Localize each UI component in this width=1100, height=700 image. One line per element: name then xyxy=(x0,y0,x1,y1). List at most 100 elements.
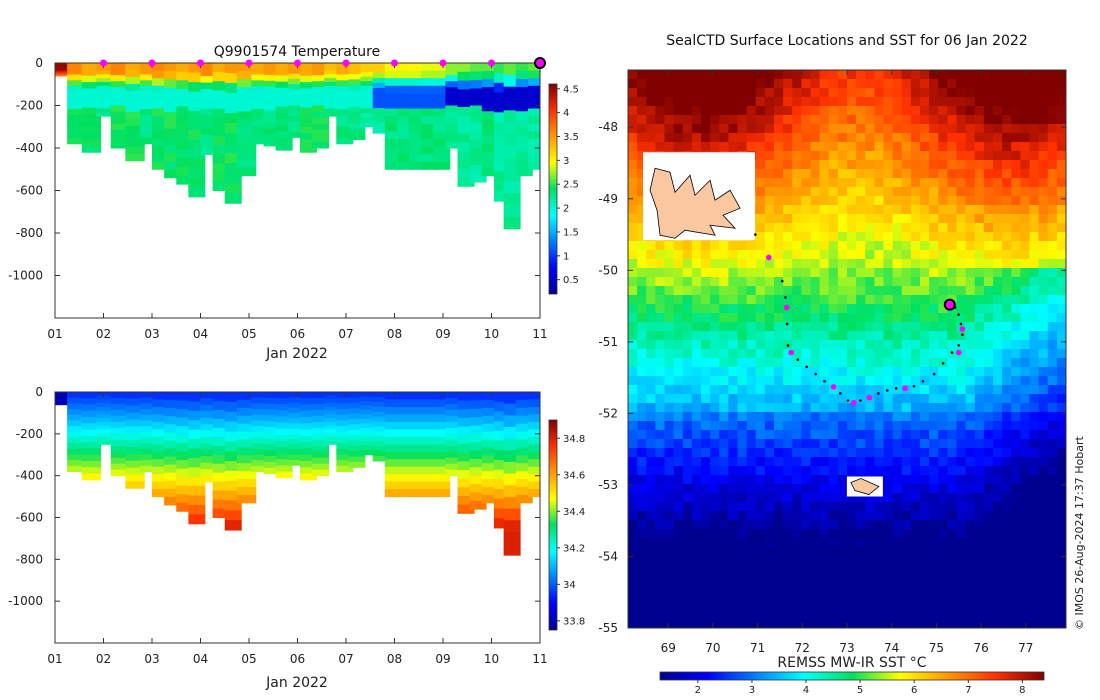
sst-cell xyxy=(764,169,775,179)
temperature-cell xyxy=(445,135,463,143)
sst-cell xyxy=(856,232,866,242)
sst-cell xyxy=(1020,70,1031,80)
sst-cell xyxy=(628,358,638,368)
sst-cell xyxy=(774,376,784,386)
sst-cell xyxy=(1011,151,1021,161)
sst-cell xyxy=(856,439,866,449)
sst-cell xyxy=(856,430,866,440)
temperature-cell xyxy=(176,123,194,133)
salinity-cell xyxy=(299,448,317,456)
temperature-cell xyxy=(348,117,366,124)
sst-cell xyxy=(755,340,766,350)
temperature-cell xyxy=(396,154,414,163)
sst-cell xyxy=(710,331,720,341)
salinity-cell xyxy=(299,410,317,418)
sst-cell xyxy=(764,223,775,233)
temperature-cell xyxy=(212,126,230,137)
sst-cell xyxy=(646,421,656,431)
sst-cell xyxy=(865,601,875,611)
salinity-cell xyxy=(396,421,414,430)
salinity-cell xyxy=(224,490,242,501)
salinity-cell xyxy=(481,479,499,488)
salinity-cell xyxy=(251,454,269,461)
temperature-cell xyxy=(515,63,533,72)
sst-cell xyxy=(910,430,921,440)
sst-cell xyxy=(746,511,757,521)
sst-cell xyxy=(938,88,948,98)
sst-cell xyxy=(637,106,647,116)
sst-cell xyxy=(892,520,903,530)
salinity-cell xyxy=(372,456,390,462)
temperature-cell xyxy=(251,91,269,99)
sst-cell xyxy=(901,160,912,170)
sst-cell xyxy=(965,151,976,161)
sst-cell xyxy=(847,214,857,224)
salinity-cell xyxy=(236,447,257,456)
sst-cell xyxy=(819,421,830,431)
sst-cell xyxy=(728,583,739,593)
sst-cell xyxy=(655,88,666,98)
sst-cell xyxy=(783,250,793,260)
sst-cell xyxy=(746,79,757,89)
temperature-cell xyxy=(457,151,475,161)
sst-cell xyxy=(637,205,647,215)
salinity-xlabel: Jan 2022 xyxy=(265,675,328,691)
sst-cell xyxy=(628,520,638,530)
temperature-cell xyxy=(299,69,317,77)
sst-cell xyxy=(646,403,656,413)
sst-cell xyxy=(783,493,793,503)
sst-cell xyxy=(856,97,866,107)
sst-cell xyxy=(755,385,766,395)
sst-cell xyxy=(637,151,647,161)
sst-cell xyxy=(783,412,793,422)
temperature-cell xyxy=(409,93,427,102)
sst-cell xyxy=(774,160,784,170)
temperature-cell xyxy=(224,153,242,164)
sst-cell xyxy=(956,124,967,134)
temperature-cell xyxy=(188,168,206,179)
salinity-cell xyxy=(515,463,533,472)
sst-cell xyxy=(892,124,903,134)
salinity-cell xyxy=(67,431,87,438)
temperature-cell xyxy=(312,69,330,76)
sst-cell xyxy=(1020,493,1031,503)
temperature-cell xyxy=(457,115,475,126)
sst-cell xyxy=(710,106,720,116)
sst-cell xyxy=(938,124,948,134)
salinity-cell xyxy=(110,392,131,399)
sst-cell xyxy=(655,241,666,251)
temperature-cell xyxy=(96,70,116,75)
sst-cell xyxy=(746,331,757,341)
sst-cell xyxy=(847,187,857,197)
sst-cell xyxy=(1047,205,1058,215)
sst-cell xyxy=(774,304,784,314)
sst-cell xyxy=(755,196,766,206)
sst-cell xyxy=(956,331,967,341)
sst-cell xyxy=(974,601,985,611)
sst-cell xyxy=(874,331,885,341)
sst-cell xyxy=(983,601,994,611)
sst-cell xyxy=(910,115,921,125)
sst-cell xyxy=(719,601,729,611)
sst-cell xyxy=(837,619,848,628)
sst-cell xyxy=(920,304,930,314)
sst-cell xyxy=(929,538,939,548)
sst-cell xyxy=(628,556,638,566)
sst-cell xyxy=(929,169,939,179)
sst-cell xyxy=(628,340,638,350)
sst-cell xyxy=(819,124,830,134)
sst-cell xyxy=(673,475,684,485)
salinity-cell xyxy=(200,417,218,425)
sst-cell xyxy=(837,367,848,377)
track-point xyxy=(754,233,757,236)
salinity-cell xyxy=(251,431,269,438)
temperature-cell xyxy=(263,122,281,129)
temperature-cell xyxy=(96,108,116,113)
salinity-cell xyxy=(275,410,293,418)
sst-cell xyxy=(682,394,693,404)
sst-cell xyxy=(1047,538,1058,548)
sst-cell xyxy=(901,556,912,566)
sst-cell xyxy=(819,304,830,314)
sst-cell xyxy=(1011,367,1021,377)
x-tick-label: 06 xyxy=(290,327,305,341)
